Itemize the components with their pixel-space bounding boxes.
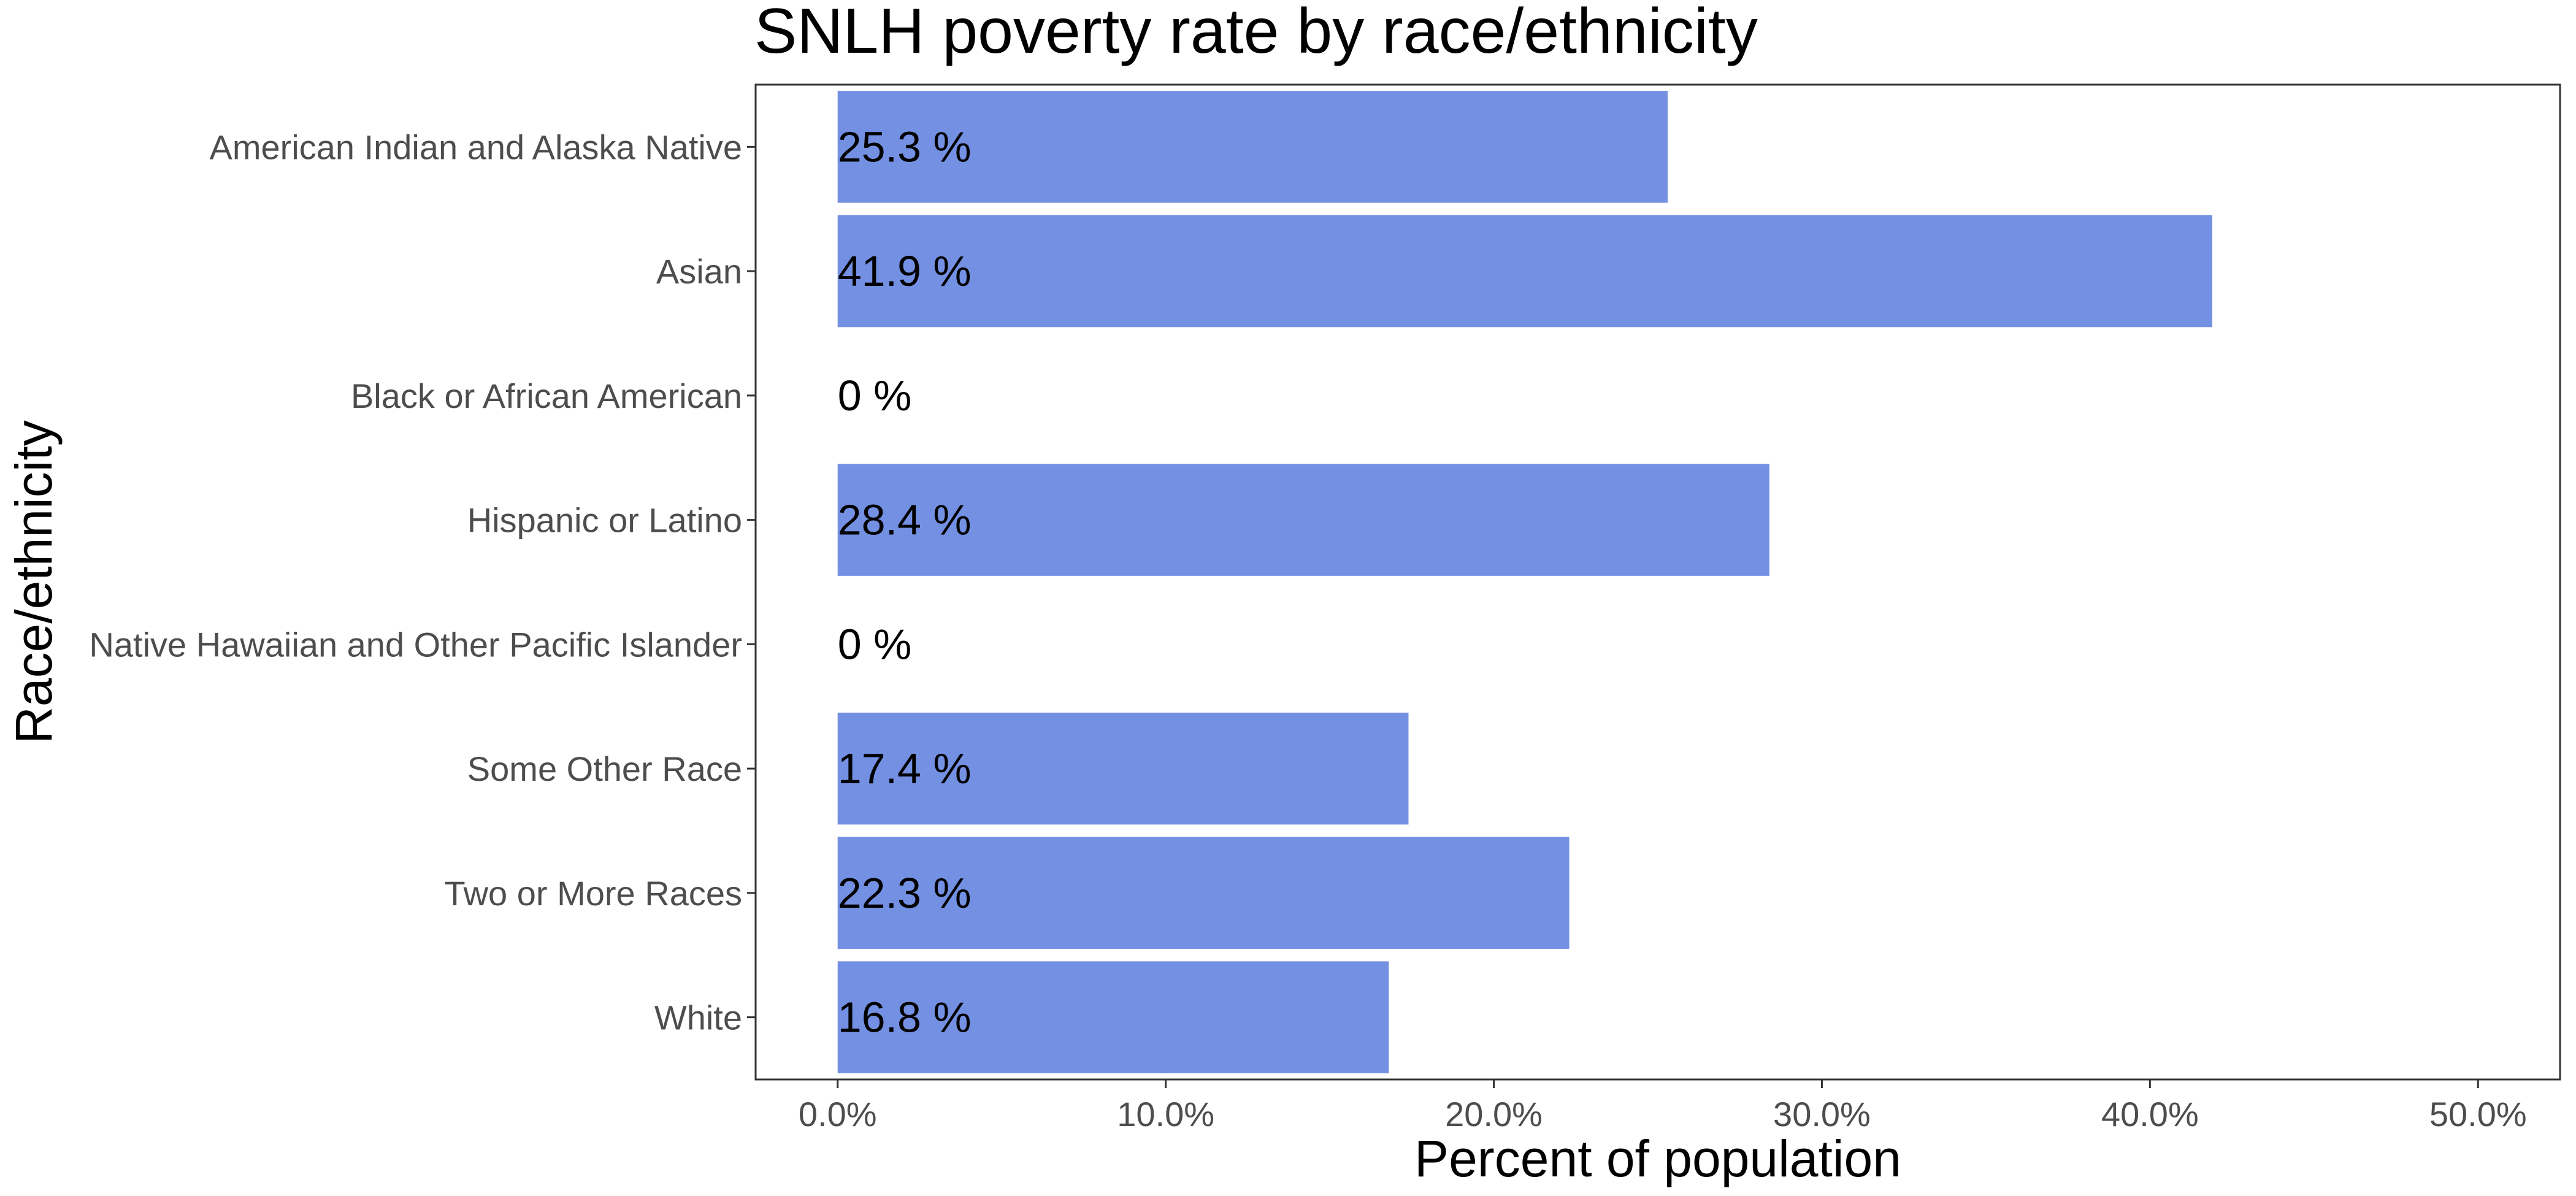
y-tick-label: Two or More Races xyxy=(445,874,743,913)
y-axis: American Indian and Alaska Native Asian Bl… xyxy=(89,128,756,1037)
x-tick-label: 30.0% xyxy=(1773,1095,1871,1133)
bars-layer xyxy=(837,91,2212,1073)
bar xyxy=(837,215,2212,328)
data-label: 17.4 % xyxy=(838,745,972,792)
bar xyxy=(837,91,1668,203)
data-label: 16.8 % xyxy=(838,994,972,1041)
plot-panel-border xyxy=(754,83,2561,1081)
x-tick-label: 20.0% xyxy=(1445,1095,1543,1133)
y-axis-title: Race/ethnicity xyxy=(5,420,63,744)
data-label: 22.3 % xyxy=(838,869,972,917)
x-axis: 0.0% 10.0% 20.0% 30.0% 40.0% 50.0% xyxy=(799,1079,2527,1133)
bar xyxy=(837,712,1409,825)
x-tick-label: 10.0% xyxy=(1117,1095,1214,1133)
data-labels-layer: 25.3 % 41.9 % 0 % 28.4 % 0 % 17.4 % 22.3 % 16.8… xyxy=(838,123,972,1041)
y-tick-label: Some Other Race xyxy=(467,749,742,788)
data-label: 25.3 % xyxy=(838,123,972,171)
data-label: 0 % xyxy=(838,620,912,668)
bar xyxy=(837,464,1769,576)
x-tick-label: 50.0% xyxy=(2429,1095,2527,1133)
x-tick-label: 0.0% xyxy=(799,1095,877,1133)
y-tick-label: American Indian and Alaska Native xyxy=(210,128,743,166)
y-tick-label: Asian xyxy=(656,252,742,291)
y-tick-label: Black or African American xyxy=(351,377,742,415)
data-label: 0 % xyxy=(838,372,912,420)
x-tick-label: 40.0% xyxy=(2101,1095,2199,1133)
x-axis-title: Percent of population xyxy=(1414,1130,1901,1187)
data-label: 41.9 % xyxy=(838,247,972,295)
y-tick-label: Hispanic or Latino xyxy=(467,501,742,540)
chart-title: SNLH poverty rate by race/ethnicity xyxy=(754,0,1758,67)
y-tick-label: Native Hawaiian and Other Pacific Island… xyxy=(89,625,742,664)
data-label: 28.4 % xyxy=(838,496,972,544)
bar xyxy=(837,961,1389,1073)
bar xyxy=(837,837,1570,949)
y-tick-label: White xyxy=(654,999,742,1037)
